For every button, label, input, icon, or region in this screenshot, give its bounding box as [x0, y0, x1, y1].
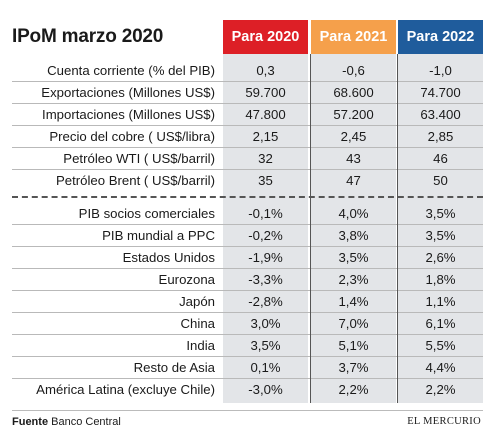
cell-value-2021: 3,5% [338, 250, 369, 265]
cell-value-2020: -3,3% [248, 272, 283, 287]
row-label: India [186, 338, 215, 353]
source-label: Fuente [12, 416, 49, 428]
table-row: PIB socios comerciales -0,1% 4,0% 3,5% [12, 203, 483, 225]
cell-value-2022: 2,2% [425, 382, 456, 397]
cell-value-2022: 74.700 [420, 85, 461, 100]
column-header-2020: Para 2020 [223, 20, 308, 54]
column-divider [397, 54, 398, 403]
cell-value-2020: 47.800 [245, 107, 286, 122]
cell-value-2021: 2,2% [338, 382, 369, 397]
column-header-2021: Para 2021 [311, 20, 396, 54]
table-row: Japón -2,8% 1,4% 1,1% [12, 291, 483, 313]
cell-value-2021: 43 [346, 151, 361, 166]
table-row: Cuenta corriente (% del PIB) 0,3 -0,6 -1,0 [12, 60, 483, 82]
table-row: Precio del cobre ( US$/libra) 2,15 2,45 2,8… [12, 126, 483, 148]
row-label: Precio del cobre ( US$/libra) [49, 129, 215, 144]
cell-value-2020: 0,1% [250, 360, 281, 375]
source-note: Fuente Banco Central [12, 416, 121, 428]
cell-value-2020: -1,9% [248, 250, 283, 265]
cell-value-2021: 5,1% [338, 338, 369, 353]
column-header-2022: Para 2022 [398, 20, 483, 54]
cell-value-2022: 50 [433, 173, 448, 188]
cell-value-2021: 57.200 [333, 107, 374, 122]
cell-value-2021: 4,0% [338, 206, 369, 221]
table-row: Petróleo Brent ( US$/barril) 35 47 50 [12, 170, 483, 192]
cell-value-2021: 2,45 [340, 129, 367, 144]
cell-value-2021: -0,6 [342, 63, 365, 78]
row-label: PIB socios comerciales [78, 206, 215, 221]
cell-value-2021: 2,3% [338, 272, 369, 287]
cell-value-2022: 4,4% [425, 360, 456, 375]
cell-value-2021: 1,4% [338, 294, 369, 309]
source-value: Banco Central [51, 416, 121, 428]
section-separator [12, 196, 483, 198]
table-row: China 3,0% 7,0% 6,1% [12, 313, 483, 335]
footer-rule [12, 410, 483, 411]
row-label: Estados Unidos [122, 250, 215, 265]
table-row: América Latina (excluye Chile) -3,0% 2,2% 2… [12, 379, 483, 401]
cell-value-2022: 63.400 [420, 107, 461, 122]
row-label: Petróleo WTI ( US$/barril) [63, 151, 215, 166]
table-row: Exportaciones (Millones US$) 59.700 68.600… [12, 82, 483, 104]
table-row: India 3,5% 5,1% 5,5% [12, 335, 483, 357]
cell-value-2020: -0,2% [248, 228, 283, 243]
cell-value-2022: -1,0 [429, 63, 452, 78]
cell-value-2020: -3,0% [248, 382, 283, 397]
cell-value-2022: 2,85 [427, 129, 454, 144]
publisher-brand: EL MERCURIO [407, 416, 481, 427]
cell-value-2021: 7,0% [338, 316, 369, 331]
table-row: Estados Unidos -1,9% 3,5% 2,6% [12, 247, 483, 269]
cell-value-2020: 0,3 [256, 63, 275, 78]
row-label: Japón [179, 294, 215, 309]
cell-value-2020: 3,0% [250, 316, 281, 331]
cell-value-2022: 46 [433, 151, 448, 166]
row-label: China [180, 316, 215, 331]
cell-value-2020: -0,1% [248, 206, 283, 221]
table-title: IPoM marzo 2020 [12, 26, 164, 47]
cell-value-2020: 35 [258, 173, 273, 188]
table-row: Resto de Asia 0,1% 3,7% 4,4% [12, 357, 483, 379]
table-row: Importaciones (Millones US$) 47.800 57.200… [12, 104, 483, 126]
row-label: PIB mundial a PPC [102, 228, 215, 243]
cell-value-2020: 3,5% [250, 338, 281, 353]
cell-value-2022: 5,5% [425, 338, 456, 353]
column-background-2022 [398, 54, 483, 403]
row-label: América Latina (excluye Chile) [36, 382, 215, 397]
table-row: PIB mundial a PPC -0,2% 3,8% 3,5% [12, 225, 483, 247]
cell-value-2022: 1,8% [425, 272, 456, 287]
column-divider [310, 54, 311, 403]
cell-value-2021: 47 [346, 173, 361, 188]
table-row: Petróleo WTI ( US$/barril) 32 43 46 [12, 148, 483, 170]
row-label: Exportaciones (Millones US$) [41, 85, 215, 100]
cell-value-2021: 3,8% [338, 228, 369, 243]
row-label: Resto de Asia [133, 360, 215, 375]
cell-value-2021: 68.600 [333, 85, 374, 100]
cell-value-2020: -2,8% [248, 294, 283, 309]
cell-value-2022: 3,5% [425, 228, 456, 243]
row-label: Petróleo Brent ( US$/barril) [55, 173, 215, 188]
row-label: Cuenta corriente (% del PIB) [47, 63, 215, 78]
cell-value-2022: 3,5% [425, 206, 456, 221]
cell-value-2022: 6,1% [425, 316, 456, 331]
column-background-2020 [223, 54, 308, 403]
cell-value-2020: 32 [258, 151, 273, 166]
cell-value-2020: 2,15 [252, 129, 279, 144]
row-label: Eurozona [158, 272, 215, 287]
cell-value-2022: 1,1% [425, 294, 456, 309]
column-background-2021 [311, 54, 396, 403]
table-row: Eurozona -3,3% 2,3% 1,8% [12, 269, 483, 291]
cell-value-2021: 3,7% [338, 360, 369, 375]
row-label: Importaciones (Millones US$) [42, 107, 215, 122]
cell-value-2020: 59.700 [245, 85, 286, 100]
cell-value-2022: 2,6% [425, 250, 456, 265]
